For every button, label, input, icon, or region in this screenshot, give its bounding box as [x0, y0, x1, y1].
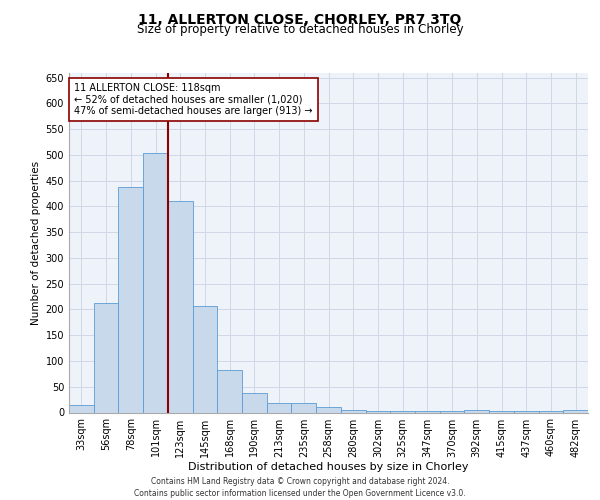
Text: 11, ALLERTON CLOSE, CHORLEY, PR7 3TQ: 11, ALLERTON CLOSE, CHORLEY, PR7 3TQ: [139, 12, 461, 26]
Bar: [217, 370, 242, 412]
Bar: [242, 393, 267, 412]
Bar: [118, 188, 143, 412]
Bar: [69, 405, 94, 412]
Bar: [563, 410, 588, 412]
Bar: [316, 408, 341, 412]
Bar: [341, 410, 365, 412]
Bar: [168, 202, 193, 412]
Bar: [94, 303, 118, 412]
Y-axis label: Number of detached properties: Number of detached properties: [31, 160, 41, 324]
Bar: [193, 306, 217, 412]
Bar: [267, 403, 292, 412]
X-axis label: Distribution of detached houses by size in Chorley: Distribution of detached houses by size …: [188, 462, 469, 472]
Text: Contains HM Land Registry data © Crown copyright and database right 2024.
Contai: Contains HM Land Registry data © Crown c…: [134, 476, 466, 498]
Bar: [464, 410, 489, 412]
Text: 11 ALLERTON CLOSE: 118sqm
← 52% of detached houses are smaller (1,020)
47% of se: 11 ALLERTON CLOSE: 118sqm ← 52% of detac…: [74, 82, 313, 116]
Bar: [143, 154, 168, 412]
Bar: [292, 403, 316, 412]
Text: Size of property relative to detached houses in Chorley: Size of property relative to detached ho…: [137, 22, 463, 36]
